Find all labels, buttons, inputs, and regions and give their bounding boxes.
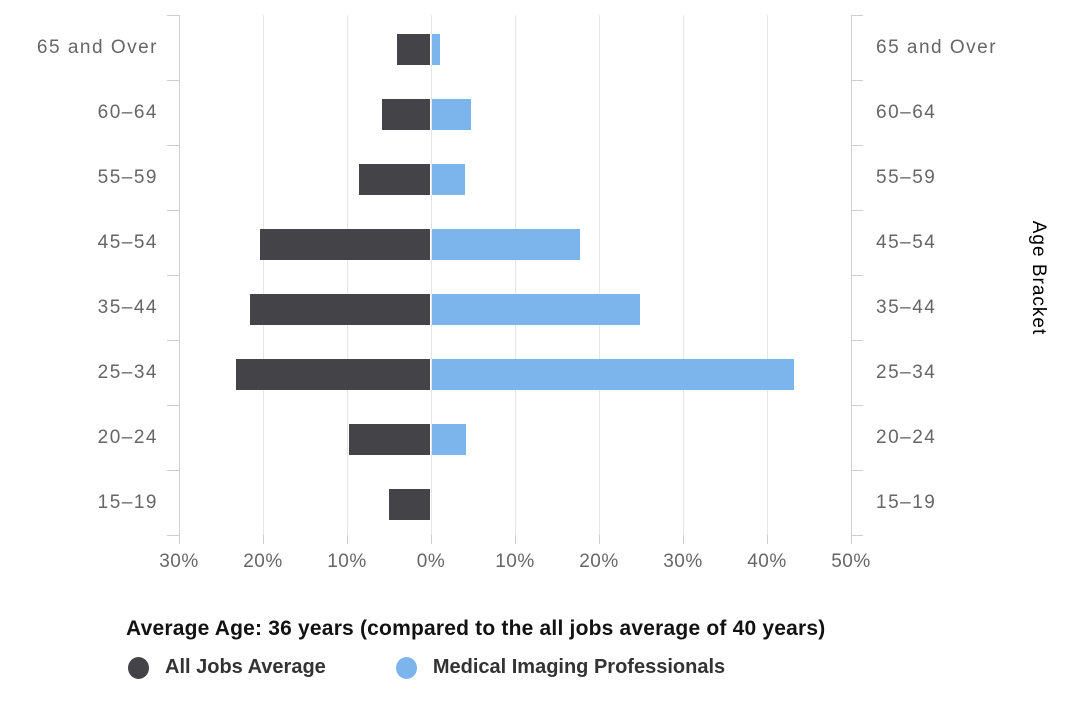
gridline	[598, 15, 600, 535]
category-axis-tick-right	[851, 15, 863, 16]
category-label-right: 65 and Over	[876, 37, 998, 58]
x-axis-tick	[850, 535, 852, 544]
x-axis-tick-label: 30%	[159, 551, 199, 572]
bar-all-jobs-average[interactable]	[358, 164, 430, 195]
category-label-right: 25–34	[876, 362, 937, 383]
bar-medical-imaging-professionals[interactable]	[432, 359, 795, 390]
left-axis-line	[179, 15, 180, 539]
x-axis-tick-label: 10%	[327, 551, 367, 572]
category-axis-tick-right	[851, 405, 863, 406]
legend: All Jobs Average Medical Imaging Profess…	[128, 656, 725, 679]
category-axis-tick-right	[851, 275, 863, 276]
legend-item-medical-imaging[interactable]: Medical Imaging Professionals	[395, 656, 726, 679]
category-axis-tick-right	[851, 145, 863, 146]
category-label-left: 35–44	[97, 297, 158, 318]
x-axis-tick	[346, 535, 348, 544]
legend-label-all-jobs: All Jobs Average	[165, 656, 326, 678]
gridline	[766, 15, 768, 535]
x-axis-tick-label: 10%	[495, 551, 535, 572]
category-axis-tick-right	[851, 80, 863, 81]
category-axis-tick-right	[851, 470, 863, 471]
x-axis-tick	[598, 535, 600, 544]
bar-all-jobs-average[interactable]	[382, 99, 430, 130]
bar-medical-imaging-professionals[interactable]	[432, 34, 440, 65]
bar-all-jobs-average[interactable]	[250, 294, 430, 325]
category-label-right: 60–64	[876, 102, 937, 123]
category-axis-tick-left	[167, 210, 179, 211]
bar-medical-imaging-professionals[interactable]	[432, 424, 466, 455]
legend-marker-medical-imaging-icon	[395, 656, 417, 679]
x-axis-tick-label: 0%	[416, 551, 446, 572]
gridline	[430, 15, 432, 535]
category-label-left: 20–24	[97, 427, 158, 448]
category-label-left: 55–59	[97, 167, 158, 188]
category-axis-tick-left	[167, 275, 179, 276]
category-label-left: 15–19	[97, 492, 158, 513]
chart-title: Average Age: 36 years (compared to the a…	[126, 617, 826, 640]
category-label-left: 60–64	[97, 102, 158, 123]
x-axis-tick-label: 20%	[579, 551, 619, 572]
legend-item-all-jobs-average[interactable]: All Jobs Average	[128, 656, 326, 679]
category-axis-tick-left	[167, 80, 179, 81]
category-label-left: 25–34	[97, 362, 158, 383]
x-axis-tick-label: 50%	[831, 551, 871, 572]
legend-label-medical-imaging: Medical Imaging Professionals	[432, 656, 726, 678]
bar-all-jobs-average[interactable]	[260, 229, 430, 260]
x-axis-tick-label: 30%	[663, 551, 703, 572]
category-axis-tick-right	[851, 340, 863, 341]
gridline	[514, 15, 516, 535]
x-axis-tick	[514, 535, 516, 544]
x-axis-tick	[430, 535, 432, 544]
bar-all-jobs-average[interactable]	[349, 424, 430, 455]
bar-all-jobs-average[interactable]	[397, 34, 430, 65]
category-label-right: 45–54	[876, 232, 937, 253]
category-axis-tick-right	[851, 535, 863, 536]
category-axis-tick-left	[167, 535, 179, 536]
bar-medical-imaging-professionals[interactable]	[432, 229, 580, 260]
gridline	[346, 15, 348, 535]
gridline	[262, 15, 264, 535]
category-axis-tick-left	[167, 470, 179, 471]
category-axis-tick-left	[167, 340, 179, 341]
category-label-left: 65 and Over	[36, 37, 158, 58]
bar-medical-imaging-professionals[interactable]	[432, 164, 465, 195]
bar-all-jobs-average[interactable]	[388, 489, 430, 520]
x-axis-tick-label: 20%	[243, 551, 283, 572]
category-axis-tick-left	[167, 145, 179, 146]
category-label-right: 55–59	[876, 167, 937, 188]
gridline	[682, 15, 684, 535]
category-axis-tick-left	[167, 405, 179, 406]
category-axis-tick-left	[167, 15, 179, 16]
legend-marker-all-jobs-icon	[128, 656, 149, 679]
x-axis-tick-label: 40%	[747, 551, 787, 572]
bar-all-jobs-average[interactable]	[235, 359, 430, 390]
category-label-right: 35–44	[876, 297, 937, 318]
x-axis-tick	[178, 535, 180, 544]
bar-medical-imaging-professionals[interactable]	[432, 99, 472, 130]
x-axis-tick	[262, 535, 264, 544]
bar-medical-imaging-professionals[interactable]	[432, 294, 641, 325]
right-axis-line	[851, 15, 852, 539]
category-label-right: 15–19	[876, 492, 937, 513]
category-label-right: 20–24	[876, 427, 937, 448]
x-axis-tick	[682, 535, 684, 544]
category-axis-tick-right	[851, 210, 863, 211]
y-axis-title: Age Bracket	[1028, 220, 1049, 336]
category-label-left: 45–54	[97, 232, 158, 253]
x-axis-tick	[766, 535, 768, 544]
